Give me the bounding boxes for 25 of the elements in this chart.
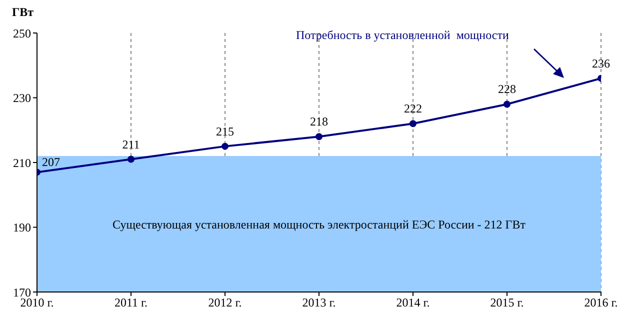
y-tick-label: 190 [13,220,31,235]
data-label: 236 [592,56,610,70]
text: Потребность в установленной мощности [296,28,509,43]
x-tick-label: 2012 г. [208,296,242,310]
data-label: 218 [310,114,328,129]
data-label: 215 [216,124,234,138]
x-tick-label: 2015 г. [490,296,524,310]
point [222,142,228,150]
data-label: 207 [42,155,60,170]
y-tick-label: 250 [13,26,31,40]
point [410,120,416,128]
y-axis-title: ГВт [12,5,34,20]
x-tick-label: 2011 г. [114,296,148,310]
x-tick-label: 2016 г. [584,296,618,310]
data-label: 211 [122,137,140,152]
x-tick-label: 2013 г. [302,296,336,310]
data-label: 228 [498,82,516,96]
y-tick-label: 230 [13,91,31,106]
y-tick-label: 210 [13,156,31,170]
point [128,156,134,163]
data-label: 222 [404,102,422,116]
point [504,100,510,108]
x-tick-label: 2014 г. [396,296,430,310]
band-label: Существующая установленная мощность электростанций ЕЭС России - 212 ГВт [112,217,526,232]
point [316,133,322,140]
